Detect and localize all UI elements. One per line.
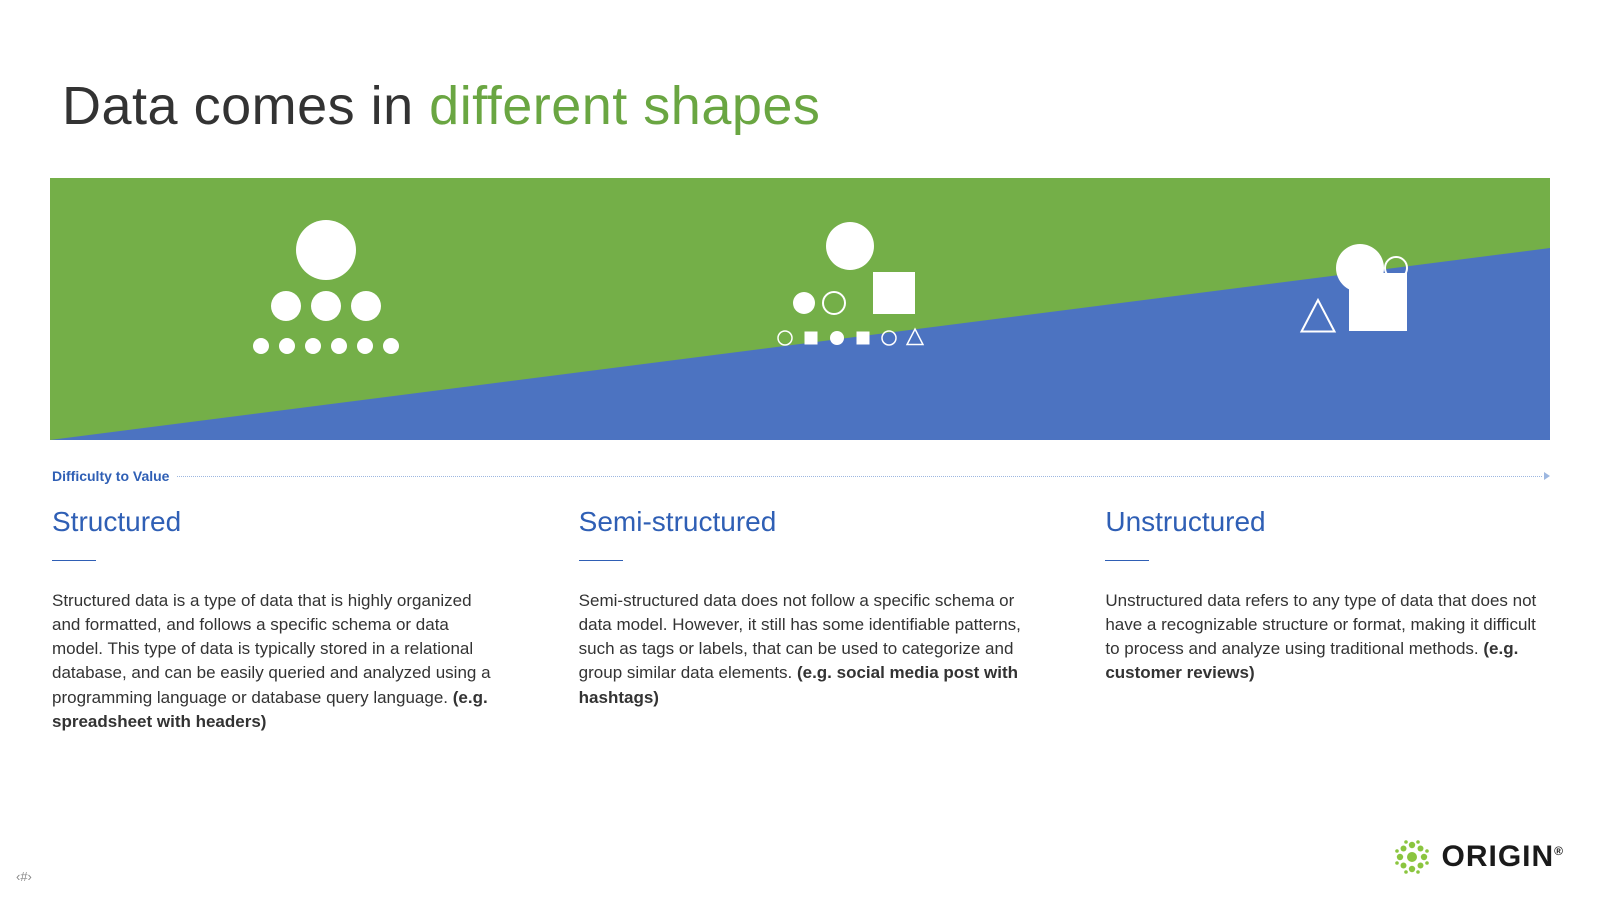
slide: Data comes in different shapes Difficult… bbox=[0, 0, 1600, 900]
banner-svg bbox=[50, 178, 1550, 440]
column-unstructured: Unstructured Unstructured data refers to… bbox=[1105, 506, 1550, 734]
difficulty-arrow-icon bbox=[1544, 472, 1550, 480]
column-rule bbox=[1105, 560, 1149, 561]
columns-container: Structured Structured data is a type of … bbox=[52, 506, 1550, 734]
column-heading: Structured bbox=[52, 506, 497, 538]
title-part1: Data comes in bbox=[62, 76, 429, 136]
column-heading: Semi-structured bbox=[579, 506, 1024, 538]
column-rule bbox=[579, 560, 623, 561]
difficulty-line bbox=[177, 476, 1542, 477]
shapes-banner bbox=[50, 178, 1550, 440]
difficulty-label: Difficulty to Value bbox=[52, 468, 177, 484]
title-part2: different shapes bbox=[429, 76, 820, 136]
logo-mark-icon bbox=[1393, 838, 1431, 876]
column-body: Structured data is a type of data that i… bbox=[52, 589, 497, 734]
column-body: Semi-structured data does not follow a s… bbox=[579, 589, 1024, 710]
page-number: ‹#› bbox=[16, 869, 32, 884]
logo-text: ORIGIN® bbox=[1441, 840, 1564, 874]
brand-logo: ORIGIN® bbox=[1393, 838, 1564, 876]
column-body: Unstructured data refers to any type of … bbox=[1105, 589, 1550, 686]
column-structured: Structured Structured data is a type of … bbox=[52, 506, 497, 734]
slide-title: Data comes in different shapes bbox=[62, 75, 820, 137]
column-semi-structured: Semi-structured Semi-structured data doe… bbox=[579, 506, 1024, 734]
column-rule bbox=[52, 560, 96, 561]
difficulty-axis: Difficulty to Value bbox=[52, 466, 1550, 486]
column-heading: Unstructured bbox=[1105, 506, 1550, 538]
